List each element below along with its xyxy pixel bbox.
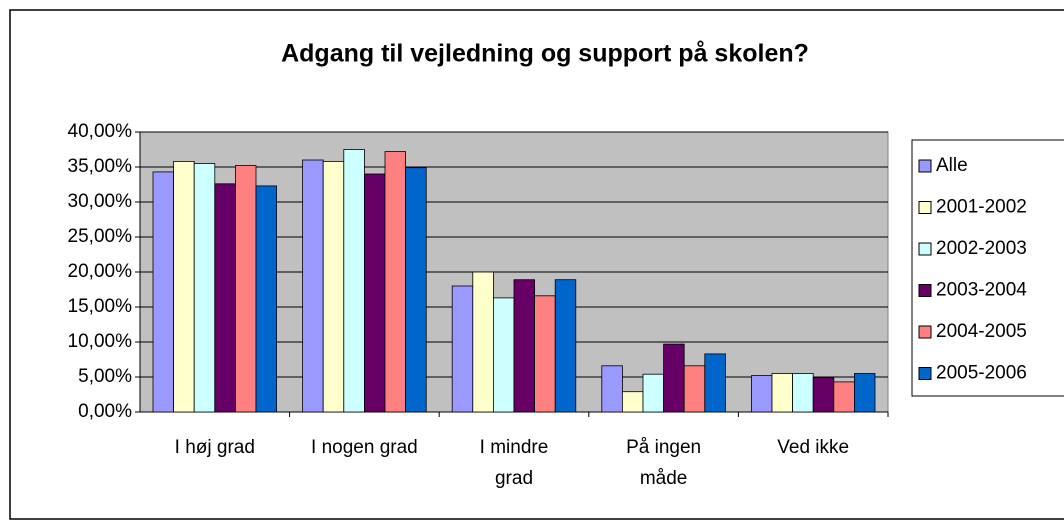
bar [704,353,726,413]
legend-swatch [918,325,932,339]
bar [771,373,794,413]
bar [343,149,365,413]
x-tick-label: På ingen måde [626,437,702,489]
y-tick-label: 5,00% [78,366,132,387]
bar [601,365,623,413]
bar [534,295,556,413]
legend-label: 2002-2003 [936,238,1027,259]
chart-title: Adgang til vejledning og support på skol… [281,40,809,68]
x-tick-label: I mindre grad [479,437,549,489]
bar [554,279,577,413]
bar [255,185,278,413]
legend-swatch [918,242,932,256]
legend-swatch [918,367,932,380]
y-tick-label: 30,00% [68,191,133,212]
bar [214,183,236,413]
bar [622,391,644,413]
x-tick-label: Ved ikke [777,437,850,458]
legend-label: Alle [936,155,968,176]
x-tick-label: I nogen grad [311,437,418,458]
bar [322,160,345,413]
legend-swatch [918,284,932,297]
legend-swatch [918,159,932,173]
legend-label: 2004-2005 [936,321,1027,342]
y-tick-label: 0,00% [78,401,132,422]
bar [663,343,685,413]
bar [492,297,515,413]
bar [642,373,665,413]
bar [152,171,175,413]
legend-label: 2005-2006 [936,363,1027,384]
y-tick-label: 10,00% [68,331,133,352]
bar [812,377,835,413]
legend-box [911,139,1064,397]
y-tick-label: 25,00% [68,226,133,247]
bar [234,165,257,413]
bar [751,375,773,413]
bar [683,365,706,413]
bar [854,373,876,413]
bar [513,279,536,413]
bar [363,173,386,413]
legend-label: 2003-2004 [936,280,1027,301]
bar [792,373,814,413]
y-tick-label: 15,00% [68,296,133,317]
bar [302,159,324,413]
legend-label: 2001-2002 [936,197,1027,218]
y-tick-label: 40,00% [68,121,133,142]
bar [193,163,216,413]
y-tick-label: 35,00% [68,156,133,177]
y-tick-label: 20,00% [68,261,133,282]
bar [173,160,195,413]
legend-swatch [918,201,932,214]
bar [405,167,427,413]
bar [384,151,407,413]
bar [472,271,494,413]
bar [451,285,474,413]
x-tick-label: I høj grad [174,437,255,458]
bar [833,381,855,413]
